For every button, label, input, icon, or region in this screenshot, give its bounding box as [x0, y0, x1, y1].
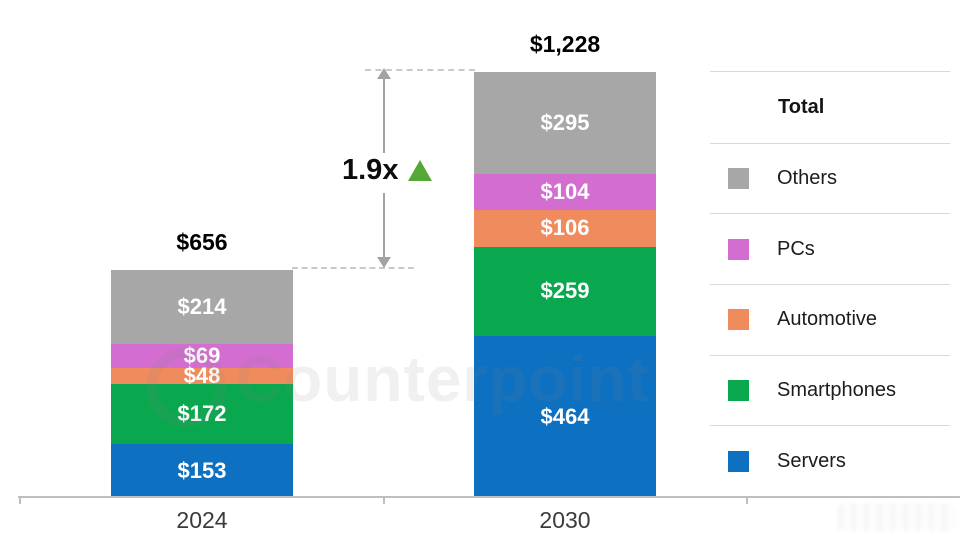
up-triangle-icon — [408, 160, 433, 181]
legend-item-automotive: Automotive — [710, 284, 950, 355]
legend-item-others: Others — [710, 142, 950, 214]
legend-item-label: Others — [777, 167, 838, 189]
counterpoint-watermark: Counterpoint — [236, 343, 650, 415]
growth-multiplier: 1.9x — [342, 154, 399, 186]
legend-header-row: Total — [710, 71, 950, 143]
legend-item-label: Automotive — [777, 308, 878, 331]
legend-swatch-icon — [728, 450, 749, 472]
legend-swatch-icon — [728, 309, 749, 331]
legend-swatch-icon — [728, 168, 749, 189]
legend-swatch-icon — [728, 238, 749, 260]
bar-segment-others: $295 — [474, 71, 656, 174]
bar-segment-smartphones: $259 — [474, 246, 656, 337]
blurred-watermark — [838, 503, 956, 531]
segment-value-label: $214 — [177, 293, 227, 319]
axis-tick — [19, 496, 21, 504]
bar-segment-pcs: $104 — [474, 173, 656, 210]
legend-item-label: Smartphones — [777, 379, 896, 402]
legend-item-label: Servers — [777, 449, 846, 472]
legend-header: Total — [778, 95, 825, 118]
growth-arrow-line-upper — [383, 79, 385, 153]
dashed-guide-bottom — [292, 267, 414, 269]
segment-value-label: $106 — [540, 215, 590, 241]
total-label-2030: $1,228 — [529, 30, 601, 57]
legend: Total Others PCs Automotive Smartphones Serv… — [710, 71, 950, 496]
x-axis — [18, 496, 960, 498]
legend-items: Others PCs Automotive Smartphones Servers — [710, 142, 950, 496]
bar-2030: $464 $259 $106 $104 $295 — [474, 71, 656, 497]
legend-swatch-icon — [728, 380, 749, 402]
axis-tick — [746, 496, 748, 504]
segment-value-label: $295 — [540, 109, 590, 135]
segment-value-label: $259 — [540, 278, 590, 304]
total-label-2024: $656 — [176, 228, 228, 255]
growth-arrow-line-lower — [383, 193, 385, 258]
category-label-2030: 2030 — [539, 507, 591, 533]
bar-segment-others: $214 — [111, 269, 293, 344]
dashed-guide-top — [365, 69, 475, 71]
growth-annotation: 1.9x — [342, 154, 433, 186]
axis-tick — [383, 496, 385, 504]
legend-item-pcs: PCs — [710, 213, 950, 284]
segment-value-label: $104 — [540, 178, 590, 204]
bar-segment-servers: $464 — [474, 336, 656, 497]
arrowhead-down-icon — [377, 257, 391, 268]
bar-segment-automotive: $106 — [474, 209, 656, 247]
category-label-2024: 2024 — [176, 507, 228, 533]
arrowhead-up-icon — [377, 68, 391, 79]
bar-segment-servers: $153 — [111, 444, 293, 497]
legend-item-label: PCs — [777, 237, 815, 260]
counterpoint-logo-ring-icon — [146, 347, 226, 427]
legend-item-smartphones: Smartphones — [710, 354, 950, 426]
legend-item-servers: Servers — [710, 425, 950, 496]
segment-value-label: $153 — [177, 457, 227, 483]
segment-value-label: $464 — [540, 403, 590, 429]
